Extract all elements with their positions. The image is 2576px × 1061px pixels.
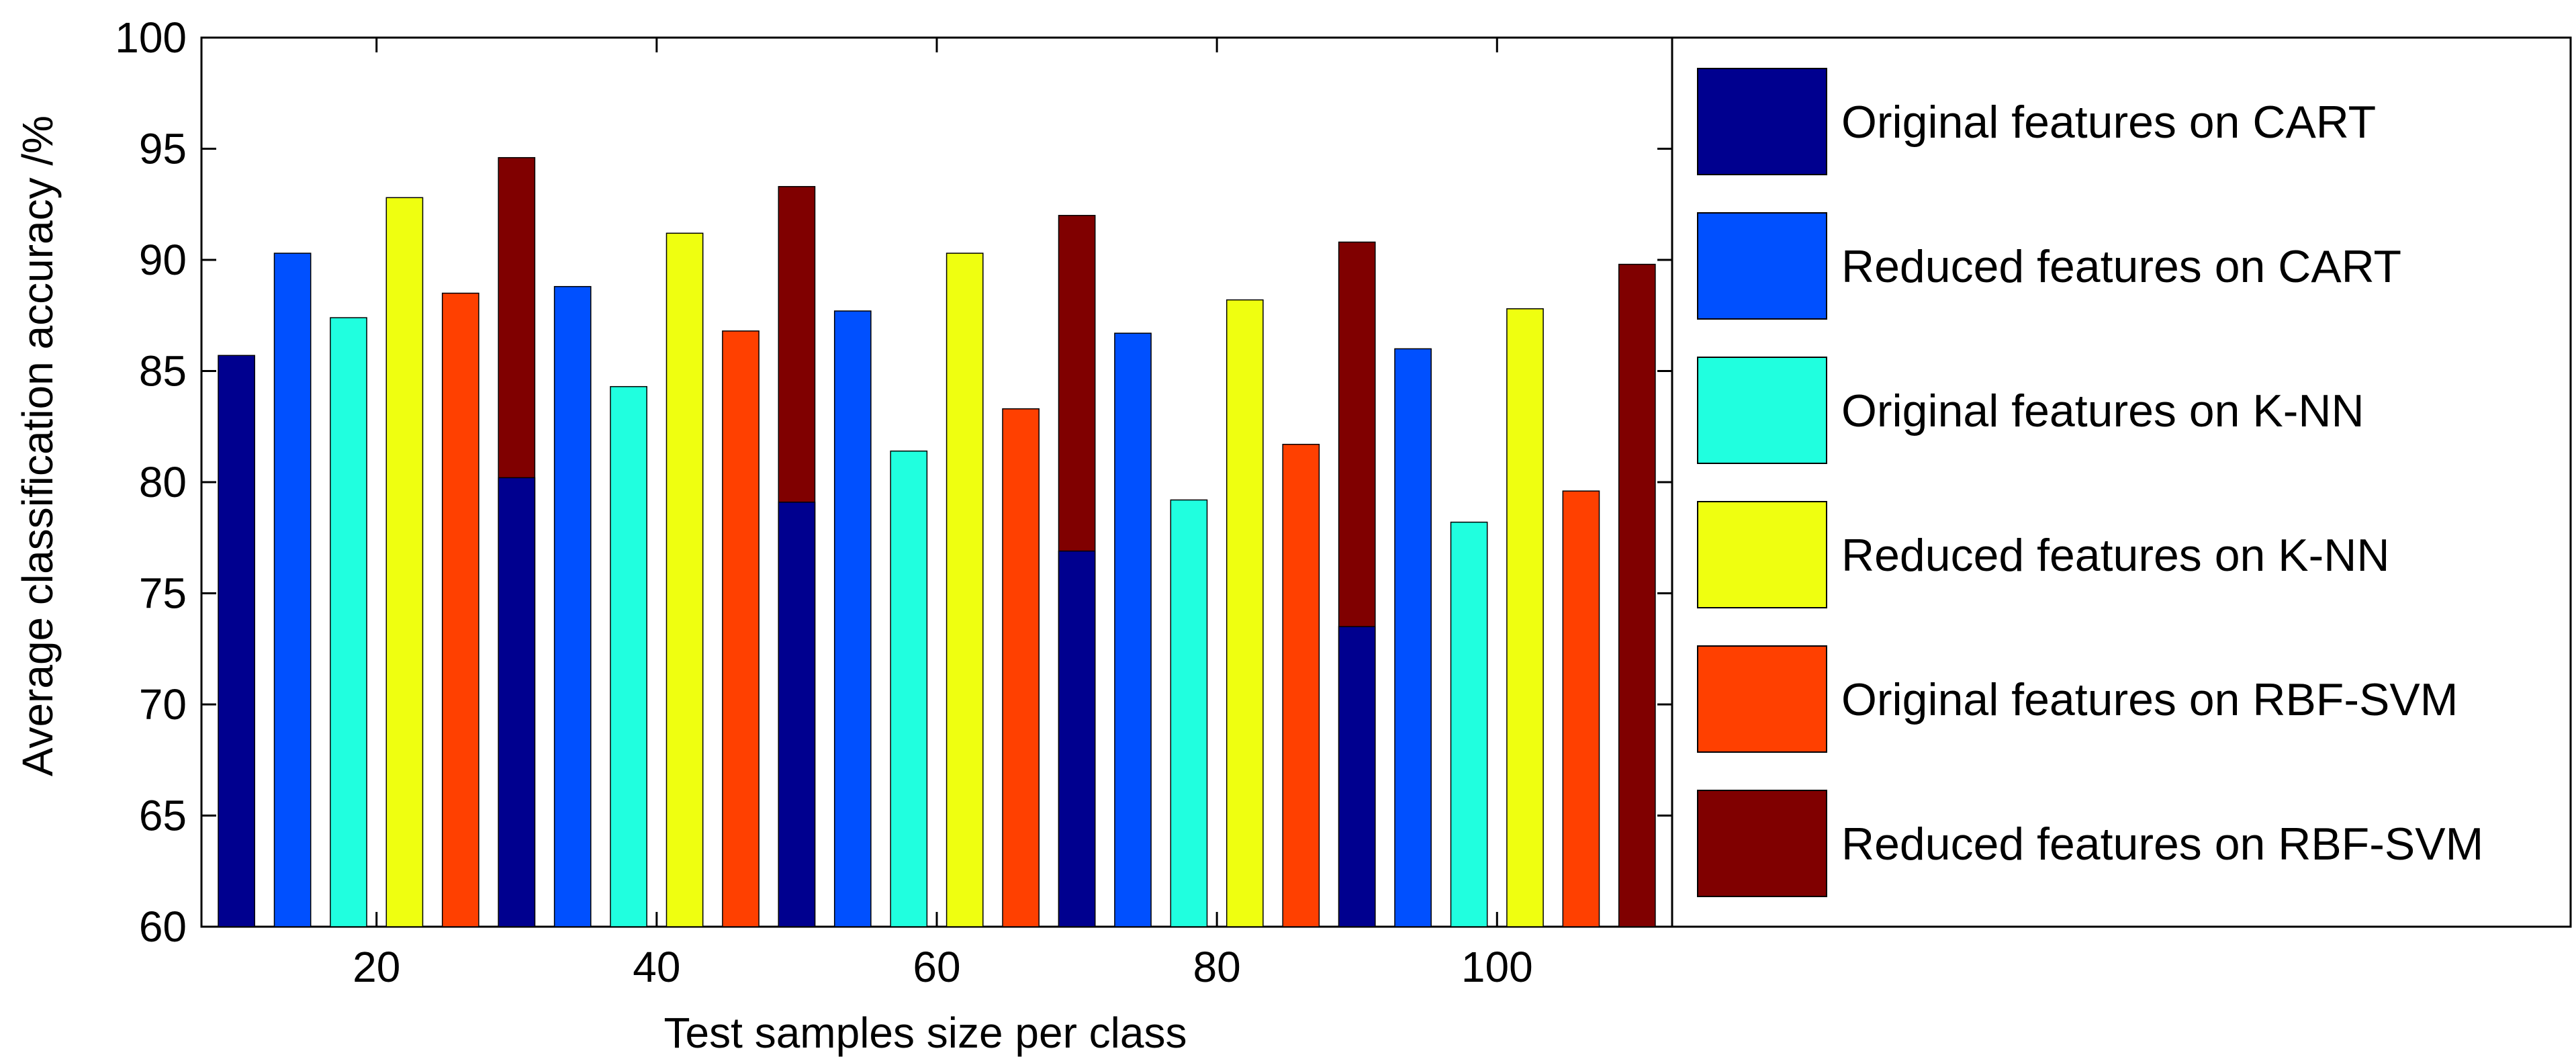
bar (441, 292, 479, 927)
legend-label: Original features on RBF-SVM (1841, 674, 2458, 725)
bar (1226, 299, 1264, 927)
x-tick-label: 100 (1461, 943, 1533, 991)
x-axis: 20 40 60 80 100 (353, 38, 1533, 991)
bar (218, 355, 255, 927)
y-tick-label: 75 (139, 569, 187, 618)
y-axis-label: Average classification accuracy /% (13, 116, 62, 776)
legend-label: Original features on CART (1841, 97, 2376, 148)
x-tick-label: 40 (633, 943, 680, 991)
bars-group (218, 156, 1656, 927)
y-tick-label: 85 (139, 347, 187, 396)
x-tick-label: 20 (353, 943, 400, 991)
y-tick-label: 90 (139, 236, 187, 284)
y-tick-label: 60 (139, 903, 187, 951)
bar (1058, 550, 1096, 927)
bar (1394, 348, 1432, 927)
legend-swatch (1697, 212, 1827, 320)
bar (385, 197, 424, 927)
x-axis-label: Test samples size per class (664, 1009, 1187, 1057)
bar (1506, 308, 1544, 927)
bar (610, 385, 647, 927)
bar (1450, 521, 1488, 927)
legend-swatch (1697, 645, 1827, 753)
legend-swatch (1697, 357, 1827, 464)
bar (330, 317, 367, 927)
legend-label: Reduced features on K-NN (1841, 530, 2389, 581)
bar (833, 310, 872, 927)
legend-swatch (1697, 501, 1827, 608)
bar (1282, 443, 1320, 927)
bar (1338, 626, 1376, 927)
bar (946, 252, 984, 927)
x-tick-label: 80 (1193, 943, 1241, 991)
bar (1170, 499, 1208, 927)
bar (498, 477, 536, 927)
bar (553, 285, 592, 927)
legend-label: Reduced features on CART (1841, 241, 2401, 292)
legend-label: Reduced features on RBF-SVM (1841, 819, 2483, 870)
bar (665, 232, 704, 927)
bar (722, 330, 760, 927)
legend-swatch (1697, 790, 1827, 897)
y-tick-label: 65 (139, 792, 187, 840)
legend-swatch (1697, 68, 1827, 175)
y-tick-label: 95 (139, 125, 187, 173)
bar (778, 502, 816, 927)
bar (1562, 490, 1600, 927)
x-tick-label: 60 (913, 943, 960, 991)
bar (890, 450, 928, 927)
y-tick-label: 70 (139, 680, 187, 729)
bar (1114, 332, 1152, 927)
legend-label: Original features on K-NN (1841, 385, 2364, 436)
bar (1002, 408, 1040, 927)
legend: Original features on CART Reduced feature… (1671, 36, 2572, 928)
bar (273, 252, 312, 927)
bar (1618, 263, 1656, 927)
y-tick-label: 80 (139, 458, 187, 506)
y-axis: 60 65 70 75 80 85 90 95 100 (115, 13, 1672, 951)
y-tick-label: 100 (115, 13, 187, 62)
legend-box (1671, 36, 2572, 928)
